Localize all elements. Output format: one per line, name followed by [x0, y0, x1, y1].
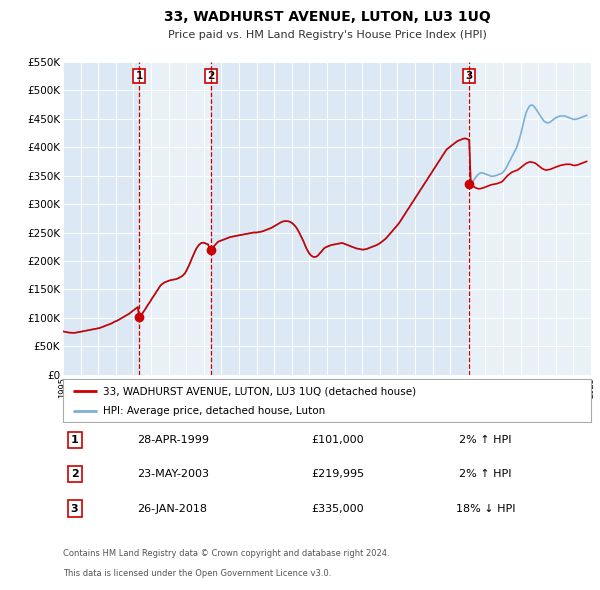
Text: Price paid vs. HM Land Registry's House Price Index (HPI): Price paid vs. HM Land Registry's House … — [167, 30, 487, 40]
Text: 2: 2 — [71, 470, 79, 479]
Text: 18% ↓ HPI: 18% ↓ HPI — [455, 504, 515, 513]
Text: 28-APR-1999: 28-APR-1999 — [137, 435, 209, 445]
Text: 33, WADHURST AVENUE, LUTON, LU3 1UQ: 33, WADHURST AVENUE, LUTON, LU3 1UQ — [164, 9, 490, 24]
Text: 33, WADHURST AVENUE, LUTON, LU3 1UQ (detached house): 33, WADHURST AVENUE, LUTON, LU3 1UQ (det… — [103, 386, 416, 396]
Text: 2: 2 — [207, 71, 214, 81]
Text: 26-JAN-2018: 26-JAN-2018 — [137, 504, 207, 513]
Text: This data is licensed under the Open Government Licence v3.0.: This data is licensed under the Open Gov… — [63, 569, 331, 578]
Text: 2% ↑ HPI: 2% ↑ HPI — [459, 470, 512, 479]
Text: 2% ↑ HPI: 2% ↑ HPI — [459, 435, 512, 445]
Text: 3: 3 — [71, 504, 79, 513]
Text: Contains HM Land Registry data © Crown copyright and database right 2024.: Contains HM Land Registry data © Crown c… — [63, 549, 389, 558]
Text: 1: 1 — [71, 435, 79, 445]
Text: 1: 1 — [136, 71, 143, 81]
Text: 23-MAY-2003: 23-MAY-2003 — [137, 470, 209, 479]
Text: HPI: Average price, detached house, Luton: HPI: Average price, detached house, Luto… — [103, 406, 325, 416]
Bar — [469, 62, 591, 375]
Text: 3: 3 — [466, 71, 473, 81]
Bar — [139, 62, 211, 375]
Text: £335,000: £335,000 — [311, 504, 364, 513]
Text: £219,995: £219,995 — [311, 470, 364, 479]
Text: £101,000: £101,000 — [311, 435, 364, 445]
